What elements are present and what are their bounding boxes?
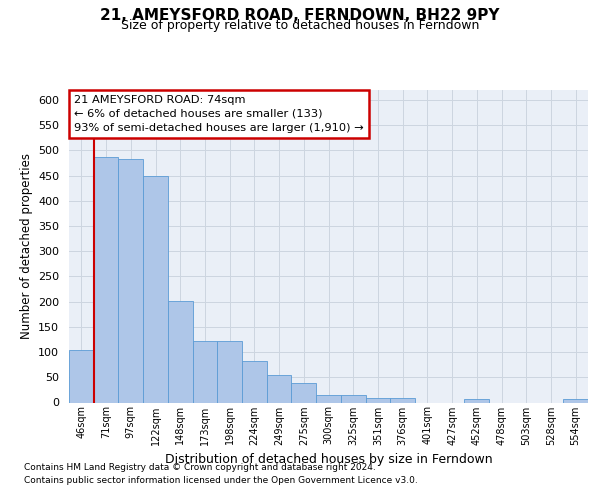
Bar [341, 396, 365, 402]
Bar [390, 398, 415, 402]
Text: Size of property relative to detached houses in Ferndown: Size of property relative to detached ho… [121, 18, 479, 32]
Y-axis label: Number of detached properties: Number of detached properties [20, 153, 32, 339]
Bar [365, 398, 390, 402]
Text: 21, AMEYSFORD ROAD, FERNDOWN, BH22 9PY: 21, AMEYSFORD ROAD, FERNDOWN, BH22 9PY [100, 8, 500, 22]
Bar [242, 361, 267, 403]
Bar [143, 176, 168, 402]
Bar [118, 159, 143, 402]
Bar [563, 399, 588, 402]
Bar [267, 375, 292, 402]
Bar [292, 384, 316, 402]
Bar [193, 341, 217, 402]
Bar [316, 396, 341, 402]
Bar [464, 400, 489, 402]
Bar [168, 300, 193, 402]
X-axis label: Distribution of detached houses by size in Ferndown: Distribution of detached houses by size … [164, 453, 493, 466]
Text: Contains HM Land Registry data © Crown copyright and database right 2024.: Contains HM Land Registry data © Crown c… [24, 464, 376, 472]
Bar [69, 350, 94, 403]
Text: 21 AMEYSFORD ROAD: 74sqm
← 6% of detached houses are smaller (133)
93% of semi-d: 21 AMEYSFORD ROAD: 74sqm ← 6% of detache… [74, 94, 364, 132]
Text: Contains public sector information licensed under the Open Government Licence v3: Contains public sector information licen… [24, 476, 418, 485]
Bar [217, 341, 242, 402]
Bar [94, 156, 118, 402]
